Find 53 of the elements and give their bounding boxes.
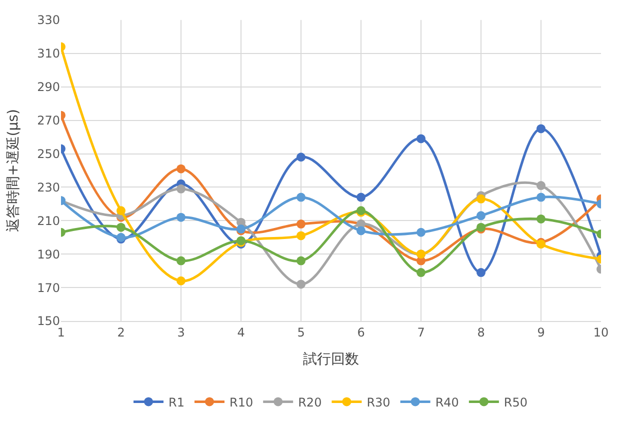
y-axis-title: 返答時間+遅延(μs) (6, 109, 22, 232)
x-tick-label: 7 (417, 325, 425, 340)
x-tick-label: 9 (537, 325, 545, 340)
point (536, 181, 546, 190)
y-tick-label: 170 (37, 280, 60, 295)
y-tick-label: 270 (37, 114, 60, 128)
point (416, 228, 426, 237)
x-tick-label: 4 (237, 325, 245, 340)
legend-label: R20 (298, 395, 322, 410)
point (176, 276, 186, 286)
point (476, 194, 486, 204)
point (416, 134, 426, 144)
point (536, 214, 546, 224)
y-tick-label: 210 (37, 214, 60, 228)
y-tick-label: 250 (37, 146, 60, 161)
point (176, 164, 186, 174)
y-tick-label: 190 (37, 247, 60, 262)
point (176, 212, 186, 222)
x-tick-label: 5 (297, 325, 305, 340)
point (296, 152, 306, 162)
point (536, 124, 546, 134)
point (176, 256, 186, 266)
x-tick-label: 3 (177, 325, 185, 340)
y-tick-label: 230 (37, 180, 60, 194)
y-tick-label: 310 (37, 46, 60, 61)
y-tick-label: 330 (37, 13, 60, 28)
point (116, 222, 126, 232)
point (176, 184, 186, 194)
point (116, 206, 126, 216)
x-axis-title: 試行回数 (303, 352, 359, 368)
legend-label: R1 (168, 395, 184, 410)
point (296, 192, 306, 202)
point (356, 192, 366, 202)
point (476, 211, 486, 220)
legend-label: R30 (366, 395, 390, 410)
point (296, 220, 306, 229)
x-tick-label: 8 (477, 325, 485, 340)
point (296, 231, 306, 240)
y-tick-label: 150 (37, 314, 60, 328)
x-tick-label: 2 (117, 325, 125, 340)
point (476, 268, 486, 278)
x-tick-label: 10 (593, 325, 609, 340)
legend-label: R10 (229, 395, 254, 410)
point (296, 256, 306, 266)
point (416, 268, 426, 278)
point (356, 226, 366, 236)
y-tick-label: 290 (37, 80, 60, 94)
point (296, 280, 306, 289)
point (536, 192, 546, 202)
x-tick-label: 1 (57, 325, 65, 340)
legend-label: R40 (435, 395, 459, 410)
legend-label: R50 (504, 395, 528, 410)
x-tick-label: 6 (357, 325, 365, 340)
